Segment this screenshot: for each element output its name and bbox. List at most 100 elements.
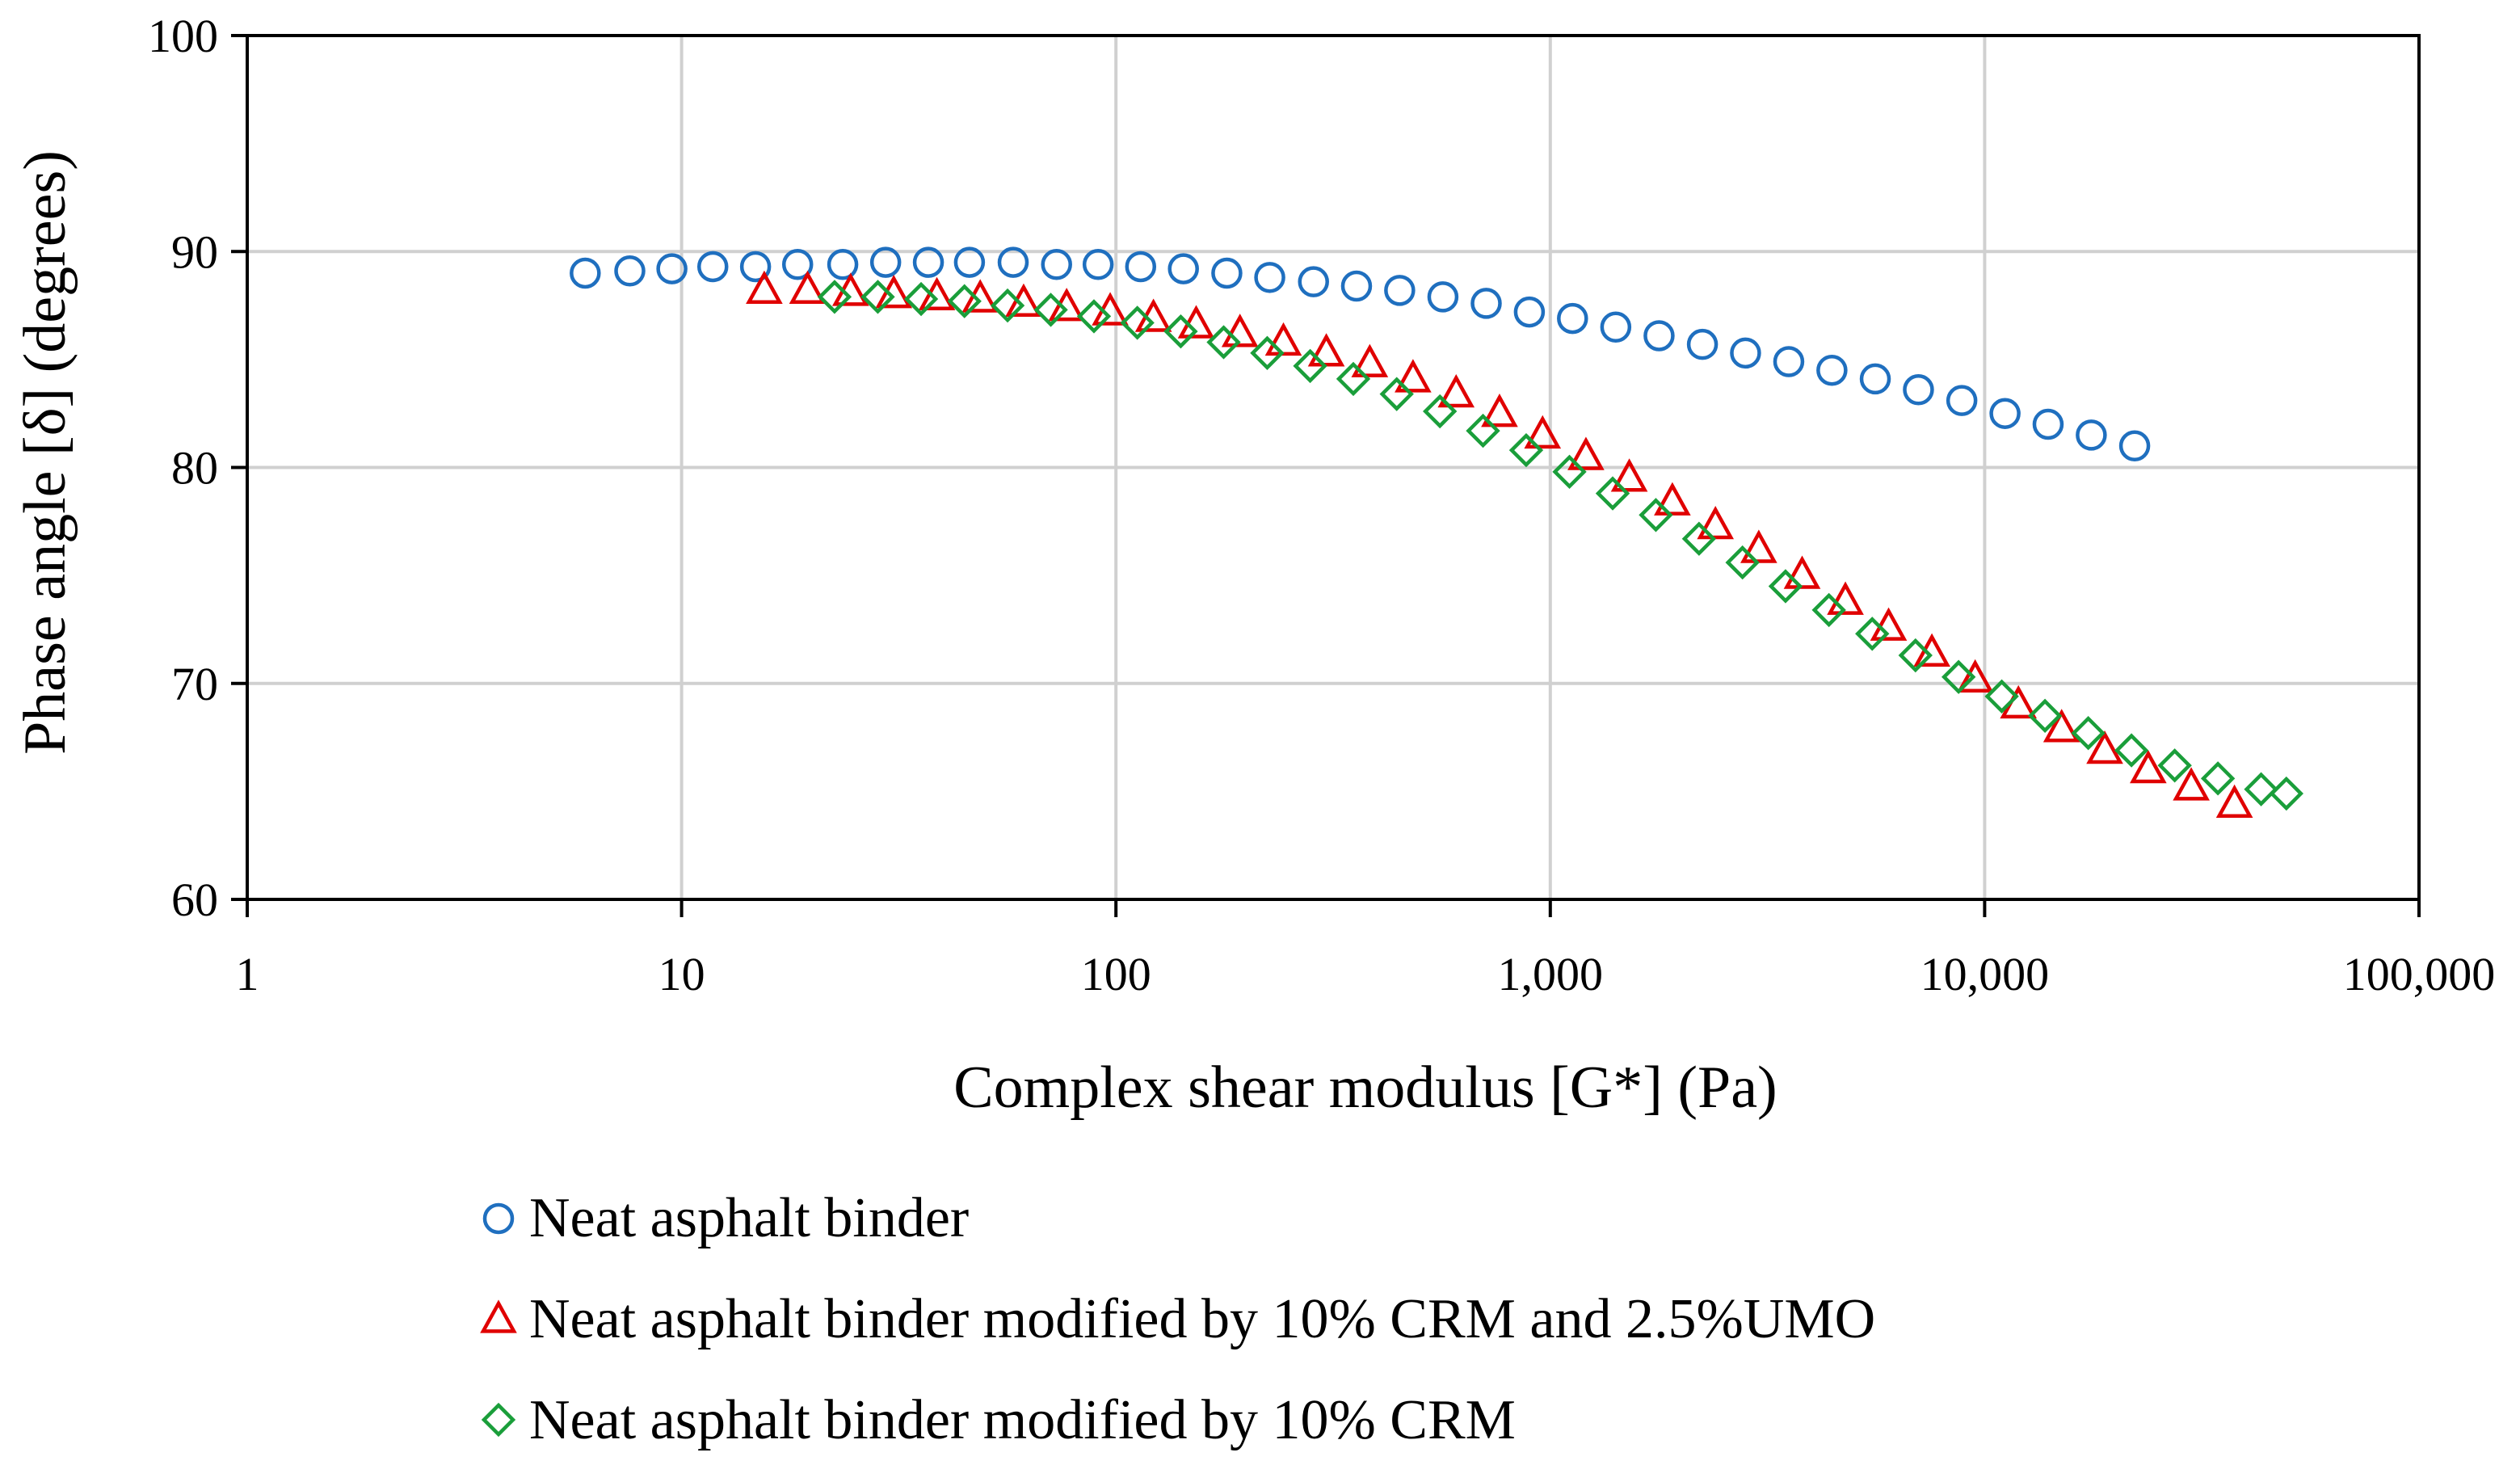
y-tick-label: 60 (171, 874, 218, 926)
data-point-circle (997, 246, 1029, 278)
data-point-circle (1686, 328, 1719, 360)
data-point-diamond (2027, 698, 2063, 734)
data-point-diamond (2157, 748, 2192, 783)
data-point-diamond (947, 284, 982, 318)
data-point-triangle (746, 270, 783, 305)
data-point-circle (1041, 249, 1072, 280)
data-point-circle (570, 257, 601, 289)
data-point-diamond (1076, 299, 1112, 334)
data-point-diamond (2200, 761, 2236, 796)
data-point-circle (1859, 363, 1891, 395)
data-point-circle (739, 251, 772, 283)
data-point-triangle (1395, 359, 1432, 393)
data-point-circle (614, 255, 646, 287)
data-point-triangle (2086, 730, 2123, 764)
legend-label-crm: Neat asphalt binder modified by 10% CRM (529, 1389, 1516, 1451)
data-point-circle (1773, 346, 1805, 377)
data-point-diamond (1336, 361, 1371, 397)
data-point-circle (1600, 311, 1632, 343)
data-point-circle (656, 253, 688, 284)
x-tick-label: 10,000 (1921, 948, 2050, 1000)
data-point-circle (1643, 320, 1675, 352)
data-point-triangle (1567, 436, 1605, 470)
x-tick-label: 1,000 (1498, 948, 1604, 1000)
legend-marker-triangle-icon (480, 1299, 517, 1333)
gridlines (247, 36, 2419, 899)
series-1 (570, 246, 2151, 462)
y-tick-label: 90 (171, 225, 218, 278)
data-point-circle (1125, 251, 1157, 283)
data-point-triangle (1783, 555, 1821, 589)
data-point-triangle (1610, 458, 1648, 492)
data-point-diamond (903, 281, 939, 317)
data-point-diamond (1293, 348, 1327, 384)
legend-marker-shape (482, 1202, 515, 1235)
data-point-triangle (1697, 506, 1735, 540)
legend-marker-shape (481, 1402, 516, 1438)
data-point-triangle (1351, 343, 1389, 377)
axis-ticks (231, 34, 2421, 917)
data-point-diamond (1855, 617, 1890, 651)
data-point-circle (1730, 337, 1761, 369)
legend: Neat asphalt binder Neat asphalt binder … (480, 1187, 1875, 1451)
data-point-circle (1557, 302, 1588, 335)
data-point-diamond (1639, 498, 1673, 533)
data-point-circle (1427, 281, 1459, 313)
data-point-circle (1989, 398, 2021, 429)
data-point-circle (1167, 253, 1199, 284)
data-point-circle (1816, 354, 1848, 386)
data-point-circle (1513, 296, 1546, 328)
data-point-circle (696, 251, 729, 283)
data-point-circle (1211, 257, 1243, 289)
data-point-diamond (1033, 293, 1068, 327)
data-point-triangle (1740, 529, 1777, 563)
data-point-diamond (1466, 413, 1500, 448)
data-point-circle (1340, 270, 1373, 302)
y-tick-labels: 60 70 80 90 100 (148, 10, 218, 926)
data-point-diamond (1984, 679, 2019, 714)
data-point-triangle (1437, 373, 1475, 408)
legend-label-neat: Neat asphalt binder (529, 1187, 969, 1249)
data-point-circle (2076, 419, 2107, 451)
data-point-diamond (860, 280, 895, 314)
data-point-diamond (2269, 776, 2304, 811)
data-point-circle (1254, 262, 1285, 293)
legend-marker-shape (480, 1299, 517, 1333)
data-point-triangle (1956, 659, 1994, 693)
data-point-triangle (1870, 607, 1908, 641)
legend-label-crm-umo: Neat asphalt binder modified by 10% CRM … (529, 1288, 1875, 1350)
data-point-triangle (1481, 394, 1518, 427)
data-point-circle (1384, 275, 1416, 306)
series-3 (817, 280, 2304, 811)
data-point-circle (1470, 288, 1502, 319)
data-point-diamond (1768, 569, 1803, 604)
legend-marker-circle-icon (482, 1202, 515, 1235)
data-point-circle (1082, 249, 1114, 280)
data-point-diamond (1595, 476, 1630, 511)
y-tick-label: 70 (171, 658, 218, 710)
data-point-triangle (1827, 581, 1864, 615)
x-axis-title: Complex shear modulus [G*] (Pa) (953, 1055, 1777, 1121)
legend-item-crm: Neat asphalt binder modified by 10% CRM (481, 1389, 1516, 1451)
x-tick-label: 100,000 (2343, 948, 2496, 1000)
data-point-diamond (817, 280, 852, 314)
data-point-circle (2118, 430, 2151, 462)
y-tick-label: 80 (171, 442, 218, 495)
data-point-triangle (2173, 767, 2210, 801)
data-point-circle (1946, 385, 1978, 416)
data-point-diamond (1379, 377, 1414, 411)
data-point-triangle (2130, 749, 2167, 784)
data-point-triangle (789, 270, 827, 305)
data-point-diamond (1725, 545, 1760, 580)
x-tick-label: 100 (1081, 948, 1151, 1000)
data-point-diamond (1681, 521, 1717, 556)
data-point-circle (827, 249, 859, 280)
y-tick-label: 100 (148, 10, 218, 62)
legend-item-neat: Neat asphalt binder (482, 1187, 969, 1249)
data-point-diamond (1552, 454, 1587, 490)
data-point-triangle (1654, 482, 1691, 516)
data-point-diamond (2071, 716, 2106, 751)
data-point-triangle (1524, 415, 1562, 449)
data-point-diamond (1422, 394, 1458, 429)
